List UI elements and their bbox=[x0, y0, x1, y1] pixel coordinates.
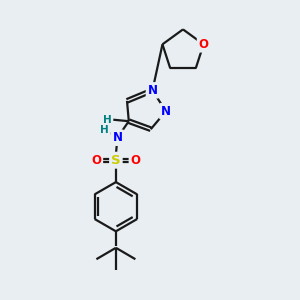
Text: H: H bbox=[103, 115, 112, 125]
Text: O: O bbox=[130, 154, 140, 167]
Text: N: N bbox=[148, 84, 158, 97]
Text: S: S bbox=[111, 154, 121, 167]
Text: N: N bbox=[112, 131, 122, 144]
Text: H: H bbox=[100, 125, 109, 135]
Text: N: N bbox=[161, 105, 171, 118]
Text: O: O bbox=[199, 38, 208, 51]
Text: O: O bbox=[92, 154, 101, 167]
